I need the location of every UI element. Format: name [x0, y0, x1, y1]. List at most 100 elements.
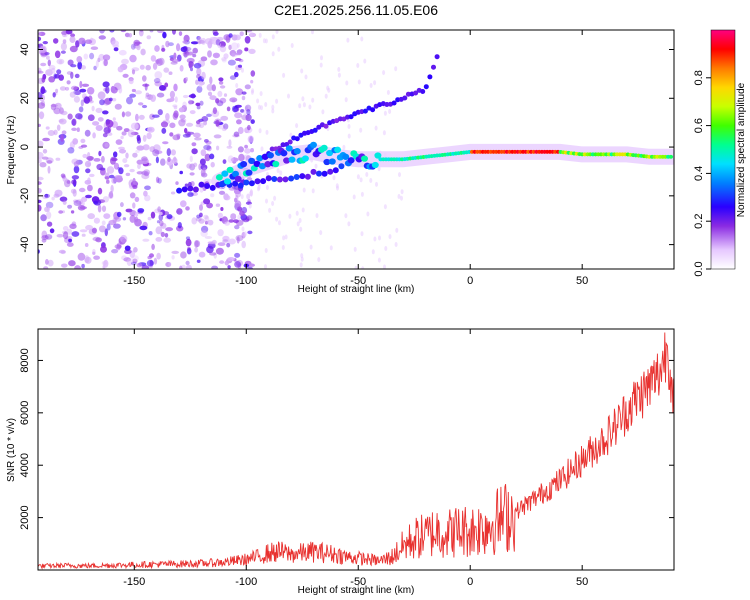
heatmap-cell: [122, 217, 127, 221]
heatmap-cell: [398, 172, 401, 178]
heatmap-cell: [80, 65, 87, 70]
heatmap-cell: [228, 219, 234, 223]
heatmap-cell: [70, 71, 74, 79]
heatmap-cell: [92, 132, 96, 139]
heatmap-cell: [188, 94, 197, 98]
heatmap-cell: [46, 55, 50, 60]
heatmap-cell: [359, 177, 363, 183]
heatmap-cell: [118, 85, 123, 94]
heatmap-cell: [189, 172, 195, 176]
heatmap-cell: [388, 234, 392, 240]
heatmap-cell: [240, 109, 245, 113]
heatmap-cell: [127, 129, 135, 138]
heatmap-cell: [109, 174, 115, 179]
heatmap-cell: [246, 109, 251, 116]
snr-x-ticks: -150 -100 -50 0 50: [123, 329, 588, 588]
heatmap-cell: [185, 264, 192, 269]
heatmap-cell: [373, 236, 377, 242]
heatmap-cell: [111, 40, 119, 47]
heatmap-cell: [244, 47, 249, 52]
heatmap-cell: [155, 156, 159, 164]
heatmap-cell: [377, 166, 381, 172]
heatmap-cell: [198, 163, 202, 171]
heatmap-cell: [66, 80, 71, 85]
heatmap-cell: [260, 178, 267, 185]
heatmap-cell: [61, 130, 67, 135]
heatmap-cell: [217, 242, 226, 247]
heatmap-cell: [123, 164, 130, 168]
colorbar-tick-label: 0.0: [693, 261, 705, 276]
heatmap-cell: [175, 133, 181, 137]
heatmap-cell: [38, 188, 42, 194]
heatmap-cell: [234, 261, 242, 268]
heatmap-cell: [163, 67, 170, 73]
heatmap-cell: [58, 74, 64, 81]
heatmap-cell: [362, 108, 368, 114]
heatmap-cell: [165, 262, 172, 267]
heatmap-cell: [100, 246, 107, 253]
heatmap-cell: [41, 235, 49, 240]
heatmap-cell: [241, 67, 244, 73]
heatmap-cell: [271, 176, 278, 182]
heatmap-cell: [179, 114, 186, 120]
heatmap-cell: [245, 169, 253, 176]
heatmap-cell: [85, 168, 91, 174]
heatmap-cell: [191, 142, 197, 147]
heatmap-cell: [103, 59, 108, 67]
heatmap-cell: [237, 182, 244, 189]
heatmap-cell: [44, 52, 50, 56]
snr-y-ticks: 2000 4000 6000 8000: [19, 348, 674, 530]
heatmap-cell: [71, 127, 77, 131]
heatmap-cell: [369, 83, 373, 88]
heatmap-cell: [278, 220, 281, 226]
heatmap-cell: [176, 133, 181, 140]
heatmap-cell: [78, 187, 86, 193]
heatmap-cell: [188, 60, 192, 69]
heatmap-cell: [199, 187, 204, 193]
heatmap-cell: [172, 30, 176, 35]
spectrogram-y-tick-label: -40: [19, 237, 31, 253]
heatmap-cell: [222, 239, 229, 243]
heatmap-cell: [250, 70, 256, 77]
heatmap-cell: [395, 227, 399, 233]
heatmap-cell: [178, 119, 186, 127]
heatmap-cell: [73, 165, 80, 174]
heatmap-cell: [116, 125, 123, 131]
heatmap-cell: [44, 193, 49, 198]
heatmap-cell: [289, 132, 293, 138]
heatmap-cell: [215, 203, 221, 207]
heatmap-cell: [241, 114, 250, 121]
heatmap-cell: [235, 190, 242, 198]
heatmap-cell: [170, 61, 178, 65]
heatmap-cell: [235, 58, 242, 61]
heatmap-cell: [79, 229, 88, 233]
heatmap-cell: [212, 107, 217, 115]
heatmap-cell: [61, 30, 67, 38]
heatmap-cell: [175, 181, 179, 186]
heatmap-cell: [382, 70, 386, 76]
spectrogram-x-tick-label: -50: [350, 275, 366, 287]
heatmap-cell: [247, 263, 255, 268]
heatmap-cell: [222, 159, 227, 165]
heatmap-cell: [97, 204, 102, 213]
heatmap-cell: [244, 105, 248, 111]
heatmap-cell: [219, 85, 226, 89]
heatmap-cell: [149, 30, 154, 33]
spectrogram-x-tick-label: -150: [123, 275, 145, 287]
heatmap-cell: [290, 43, 294, 48]
heatmap-cell: [96, 163, 103, 171]
heatmap-cell: [49, 228, 55, 234]
heatmap-cell: [200, 230, 208, 238]
heatmap-cell: [178, 107, 185, 113]
heatmap-cell: [288, 156, 296, 163]
heatmap-cell: [283, 157, 291, 164]
heatmap-cell: [285, 145, 293, 152]
heatmap-cell: [195, 102, 201, 107]
heatmap-cell: [204, 215, 210, 224]
heatmap-cell: [316, 170, 322, 177]
heatmap-cell: [235, 235, 244, 242]
heatmap-cell: [57, 110, 65, 115]
heatmap-cell: [234, 200, 242, 208]
heatmap-cell: [62, 200, 67, 205]
heatmap-cell: [370, 107, 376, 113]
